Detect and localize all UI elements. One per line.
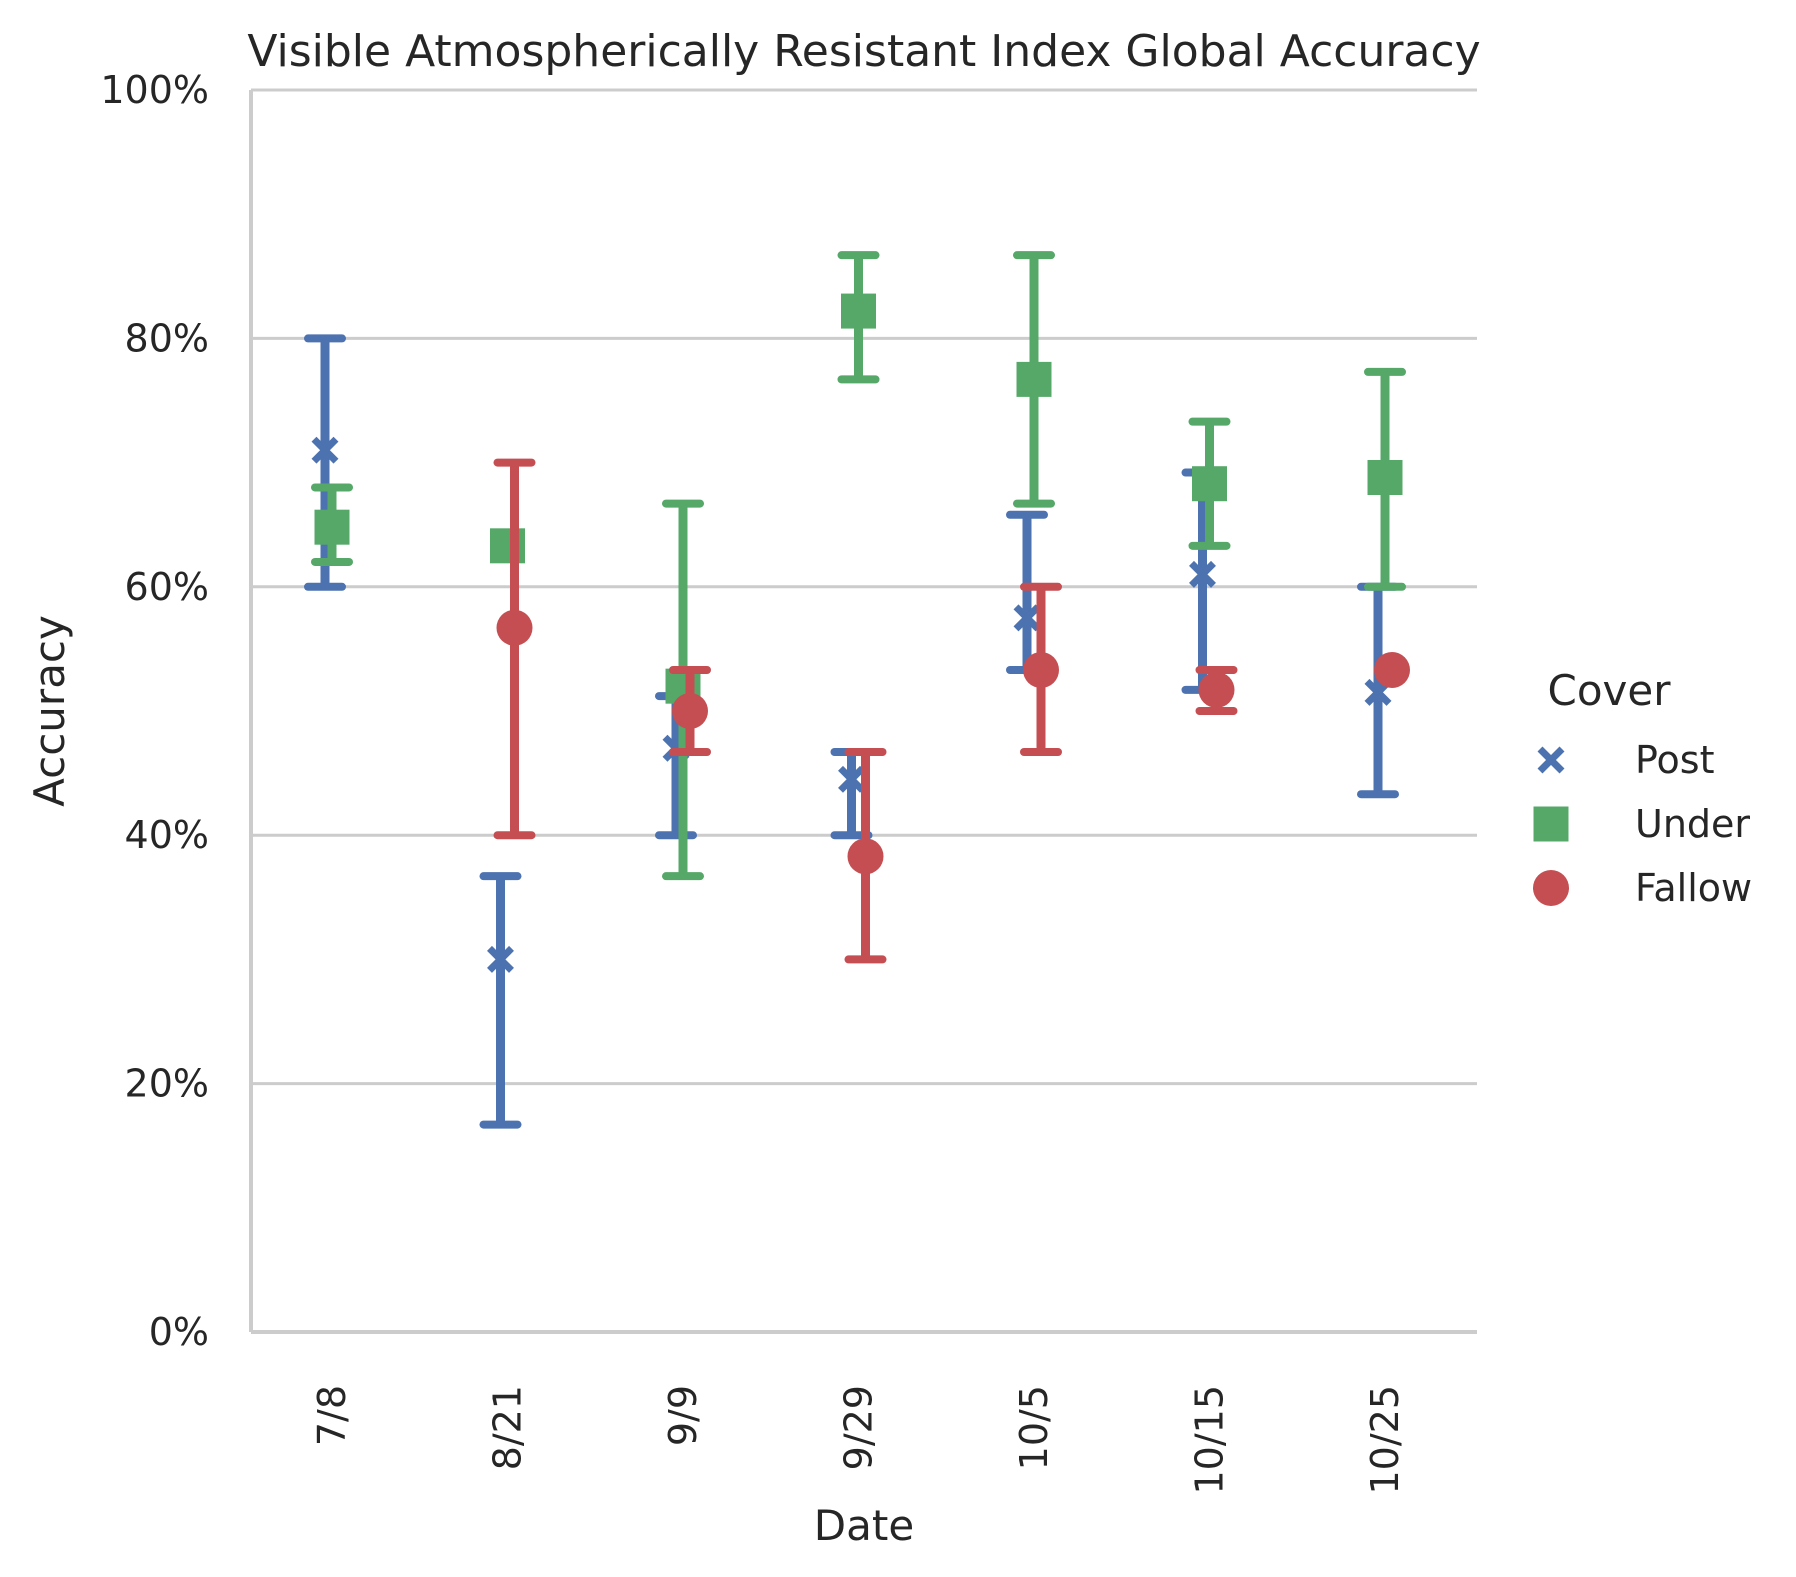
data-point (838, 765, 865, 793)
error-bar (304, 334, 346, 591)
data-point (1189, 560, 1216, 588)
data-point (1374, 652, 1410, 689)
series-post (304, 334, 1399, 1129)
y-tick-labels: 0% 20% 40% 60% 80% 100% (100, 68, 209, 1354)
legend-item-post: Post (1537, 738, 1715, 782)
x-tick-label: 10/15 (1188, 1385, 1232, 1495)
legend-item-under: Under (1533, 802, 1750, 846)
y-tick-label: 100% (100, 68, 209, 112)
gridlines (251, 88, 1477, 1086)
y-tick-label: 80% (125, 316, 209, 360)
data-point (1367, 460, 1403, 496)
data-point (1198, 671, 1235, 708)
x-tick-label: 9/29 (837, 1385, 881, 1470)
data-point (1192, 466, 1227, 502)
legend-label: Under (1635, 802, 1750, 846)
series-fallow (493, 458, 1410, 964)
legend-label: Fallow (1635, 866, 1752, 910)
legend-title: Cover (1548, 666, 1672, 715)
legend: Cover Post Under Fallow (1533, 666, 1752, 910)
series-under (311, 251, 1406, 881)
chart-title: Visible Atmospherically Resistant Index … (247, 26, 1480, 77)
data-point (496, 609, 533, 646)
error-bar (493, 458, 536, 840)
x-tick-label: 10/5 (1012, 1385, 1056, 1470)
legend-label: Post (1635, 738, 1715, 782)
data-point (1016, 361, 1052, 397)
data-point (487, 945, 514, 973)
y-tick-label: 20% (125, 1062, 209, 1106)
data-point (1023, 652, 1059, 689)
data-point (314, 509, 350, 545)
legend-marker (1533, 870, 1569, 906)
x-tick-label: 7/8 (310, 1385, 354, 1446)
legend-marker (1533, 806, 1569, 842)
x-axis-label: Date (814, 1501, 914, 1550)
data-point (841, 293, 876, 329)
x-tick-label: 9/9 (661, 1385, 705, 1446)
y-tick-label: 40% (125, 813, 209, 857)
data-point (672, 693, 708, 729)
x-tick-label: 10/25 (1363, 1385, 1407, 1495)
data-point (1013, 604, 1041, 632)
legend-item-fallow: Fallow (1533, 866, 1752, 910)
series (304, 251, 1410, 1129)
x-tick-label: 8/21 (486, 1385, 530, 1470)
error-bar (1181, 468, 1224, 694)
data-point (847, 838, 884, 875)
data-point (490, 528, 525, 564)
y-axis-label: Accuracy (25, 615, 74, 807)
axes (249, 90, 1477, 1334)
data-point (311, 436, 339, 464)
y-tick-label: 0% (149, 1310, 209, 1354)
error-bar (479, 872, 522, 1129)
y-tick-label: 60% (125, 565, 209, 609)
legend-marker (1537, 746, 1565, 774)
x-tick-labels: 7/8 8/21 9/9 9/29 10/5 10/15 10/25 (310, 1385, 1407, 1495)
